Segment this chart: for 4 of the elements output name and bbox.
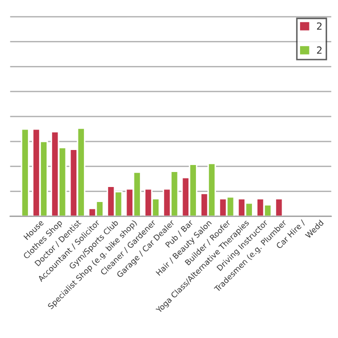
bar [274, 198, 284, 216]
legend-label: 2 [317, 46, 322, 54]
legend-label: 2 [317, 22, 322, 30]
bar [20, 128, 30, 216]
